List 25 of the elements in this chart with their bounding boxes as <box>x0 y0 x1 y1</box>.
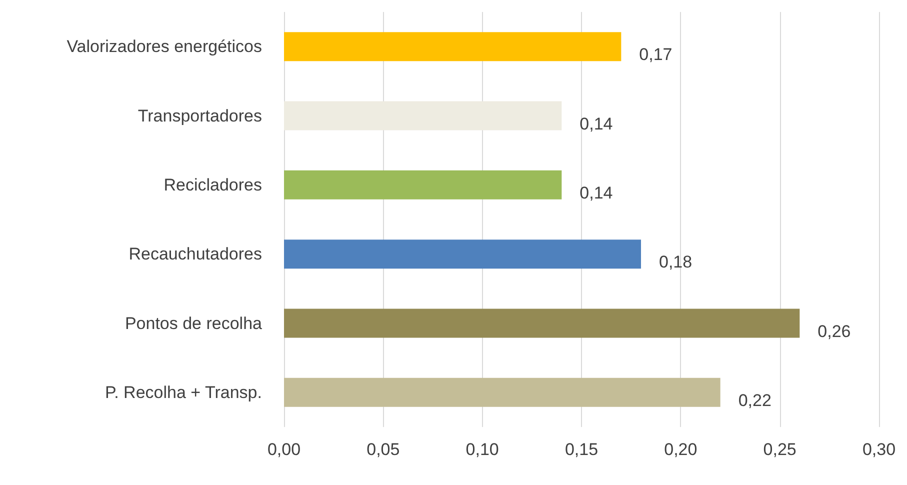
x-tick-label: 0,20 <box>664 440 698 459</box>
x-tick-label: 0,05 <box>366 440 400 459</box>
y-tick-label: Pontos de recolha <box>124 314 263 333</box>
x-tick-label: 0,15 <box>564 440 598 459</box>
x-tick-label: 0,25 <box>763 440 796 459</box>
y-tick-label: P. Recolha + Transp. <box>104 382 262 402</box>
x-tick-label: 0,00 <box>267 440 301 459</box>
x-tick-label: 0,30 <box>862 440 896 459</box>
data-label: 0,17 <box>639 45 672 64</box>
y-tick-label: Recicladores <box>164 175 262 194</box>
bar <box>284 32 622 62</box>
x-tick-label: 0,10 <box>466 440 499 459</box>
bar <box>284 378 720 407</box>
data-label: 0,22 <box>738 390 772 410</box>
y-tick-label: Transportadores <box>138 106 262 126</box>
data-label: 0,18 <box>659 252 692 272</box>
bar <box>284 101 562 130</box>
data-label: 0,14 <box>580 183 613 202</box>
y-tick-label: Valorizadores energéticos <box>66 37 262 56</box>
data-label: 0,26 <box>818 322 851 341</box>
y-tick-label: Recauchutadores <box>128 244 262 264</box>
bar <box>284 170 562 200</box>
data-label: 0,14 <box>580 114 613 134</box>
bar <box>284 308 800 338</box>
bar <box>284 240 641 269</box>
